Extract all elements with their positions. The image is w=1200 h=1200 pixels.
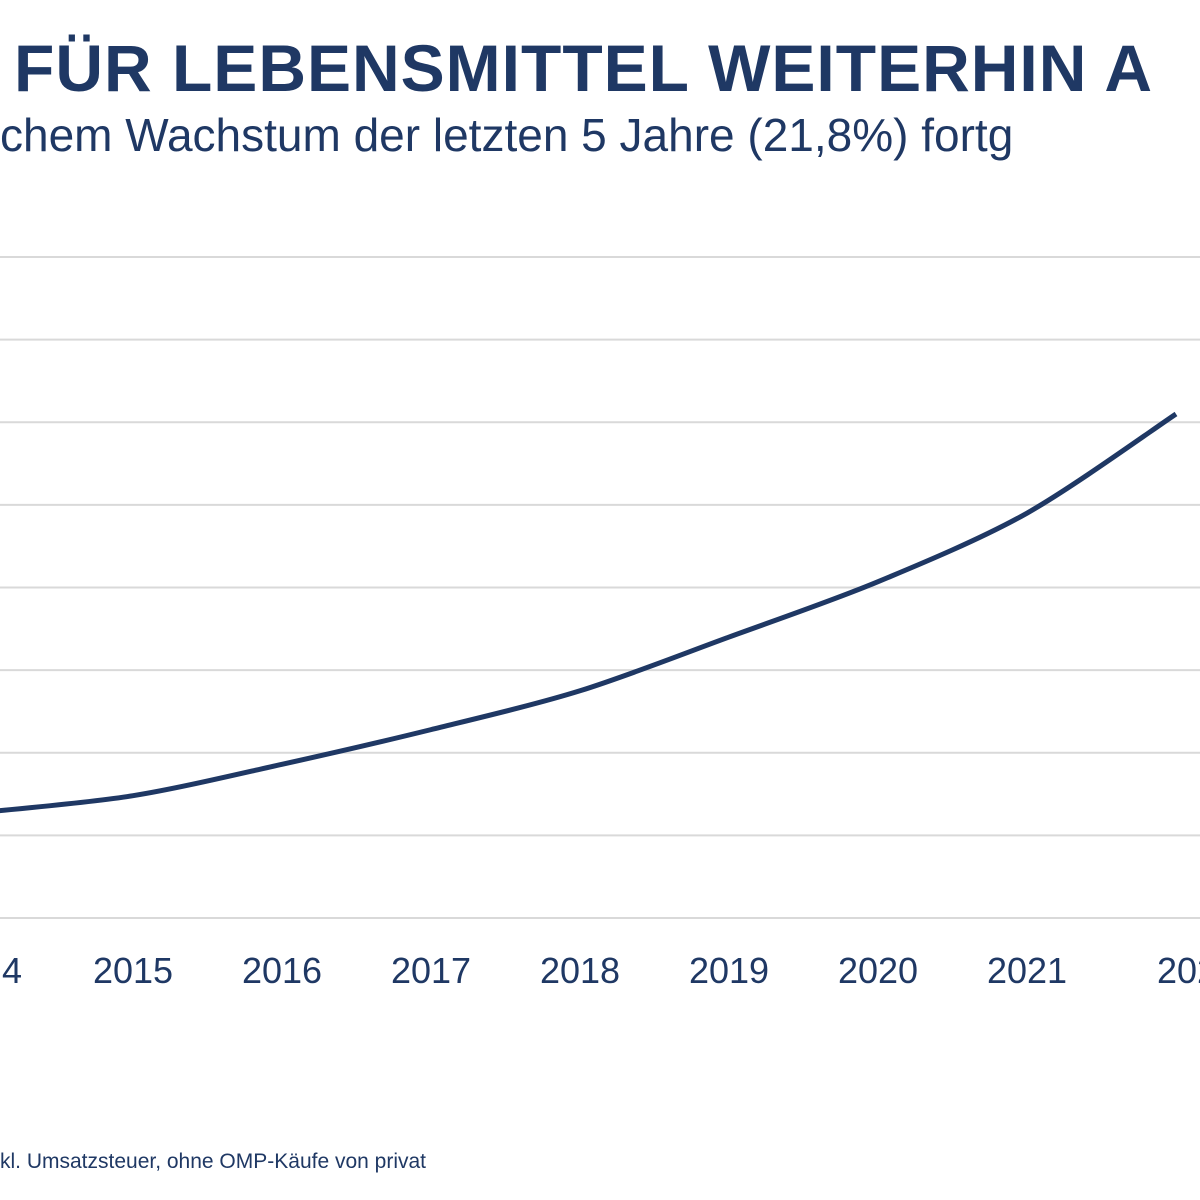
x-tick-label: 2018 bbox=[540, 950, 620, 991]
x-tick-label: 2019 bbox=[689, 950, 769, 991]
chart-subtitle: chem Wachstum der letzten 5 Jahre (21,8%… bbox=[0, 109, 1014, 161]
x-tick-label: 2017 bbox=[391, 950, 471, 991]
footnote: kl. Umsatzsteuer, ohne OMP-Käufe von pri… bbox=[0, 1150, 427, 1173]
gridlines bbox=[0, 256, 1200, 919]
series-group bbox=[0, 411, 1178, 814]
series-line bbox=[0, 411, 1178, 814]
x-tick-label: 2021 bbox=[987, 950, 1067, 991]
x-tick-label: 2020 bbox=[838, 950, 918, 991]
x-tick-label: 2016 bbox=[242, 950, 322, 991]
chart-title: FÜR LEBENSMITTEL WEITERHIN A bbox=[14, 31, 1153, 105]
x-axis-ticks: 4 2015 2016 2017 2018 2019 2020 2021 202 bbox=[2, 950, 1200, 991]
x-tick-label: 4 bbox=[2, 950, 22, 991]
x-tick-label: 202 bbox=[1157, 950, 1200, 991]
x-tick-label: 2015 bbox=[93, 950, 173, 991]
